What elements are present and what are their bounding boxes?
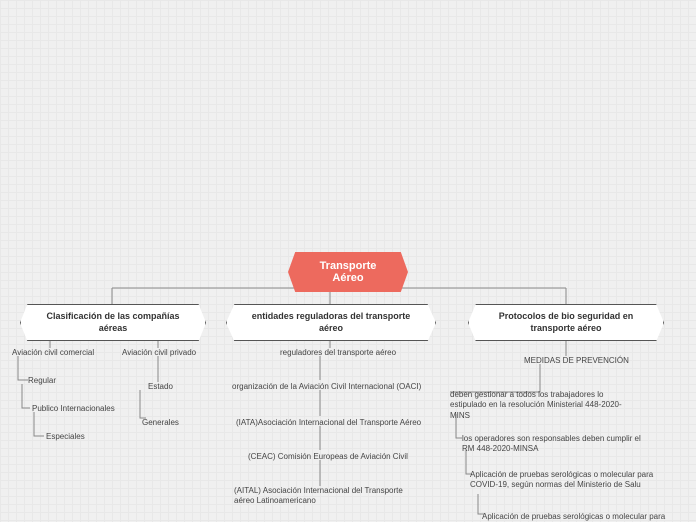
leaf-aital: (AITAL) Asociación Internacional del Tra… (234, 486, 414, 507)
leaf-medidas: MEDIDAS DE PREVENCIÓN (524, 356, 629, 366)
leaf-estado: Estado (148, 382, 173, 392)
leaf-oaci: organización de la Aviación Civil Intern… (232, 382, 421, 392)
leaf-gestionar: deben gestionar a todos los trabajadores… (450, 390, 630, 421)
leaf-pruebas2: Aplicación de pruebas serológicas o mole… (482, 512, 672, 522)
root-label: Transporte Aéreo (320, 260, 377, 284)
branch-label: Protocolos de bio seguridad en transport… (499, 311, 634, 333)
leaf-iata: (IATA)Asociación Internacional del Trans… (236, 418, 421, 428)
leaf-ceac: (CEAC) Comisión Europeas de Aviación Civ… (248, 452, 408, 462)
branch-clasificacion: Clasificación de las compañías aéreas (20, 304, 206, 341)
leaf-aviacion-privado: Aviación civil privado (122, 348, 196, 358)
branch-label: Clasificación de las compañías aéreas (46, 311, 179, 333)
leaf-regular: Regular (28, 376, 56, 386)
leaf-operadores: los operadores son responsables deben cu… (462, 434, 642, 455)
leaf-publico-intl: Publico Internacionales (32, 404, 115, 414)
root-node: Transporte Aéreo (288, 252, 408, 292)
leaf-especiales: Especiales (46, 432, 85, 442)
leaf-aviacion-comercial: Aviación civil comercial (12, 348, 94, 358)
leaf-reguladores: reguladores del transporte aéreo (280, 348, 396, 358)
leaf-pruebas1: Aplicación de pruebas serológicas o mole… (470, 470, 660, 491)
branch-label: entidades reguladoras del transporte aér… (252, 311, 411, 333)
branch-entidades: entidades reguladoras del transporte aér… (226, 304, 436, 341)
branch-protocolos: Protocolos de bio seguridad en transport… (468, 304, 664, 341)
leaf-generales: Generales (142, 418, 179, 428)
